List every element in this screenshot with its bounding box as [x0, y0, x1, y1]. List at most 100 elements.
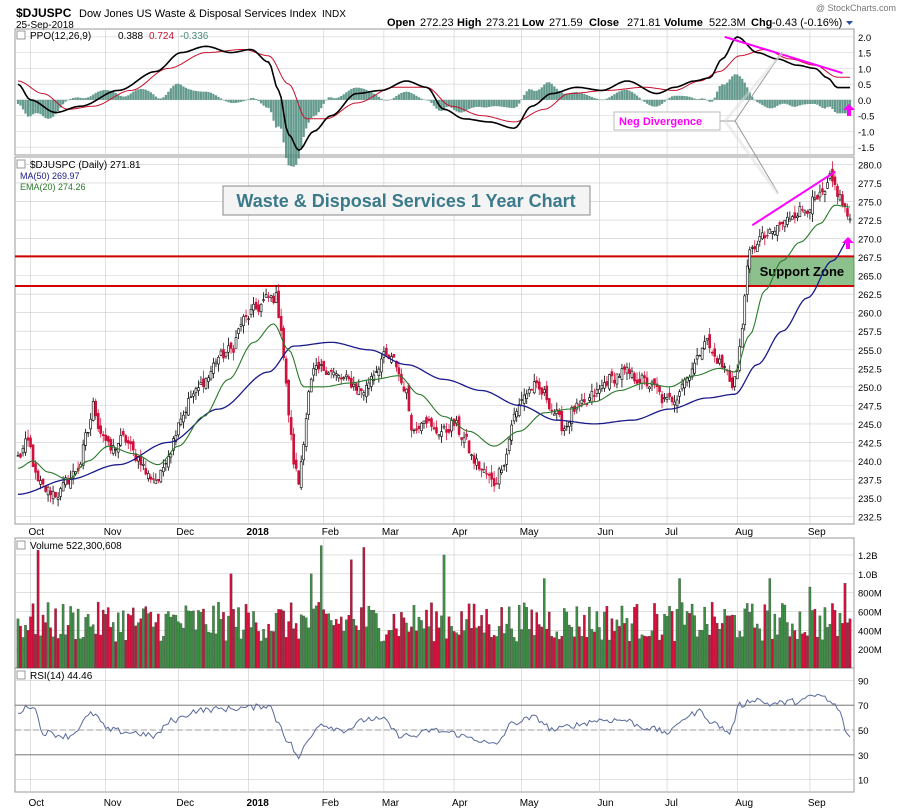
- candle-body: [322, 360, 326, 371]
- candle-body: [96, 412, 100, 429]
- volume-bar: [327, 613, 330, 669]
- ppo-histogram-bar: [533, 90, 536, 100]
- ppo-histogram-bar: [635, 95, 639, 100]
- volume-bar: [214, 633, 218, 669]
- ppo-histogram-bar: [82, 98, 85, 100]
- ppo-histogram-bar: [738, 76, 741, 100]
- volume-bar: [79, 638, 82, 669]
- month-label: May: [520, 798, 539, 809]
- candle-body: [808, 209, 812, 213]
- ppo-histogram-bar: [540, 87, 543, 100]
- volume-bar: [365, 626, 368, 669]
- volume-bar: [157, 613, 160, 669]
- ppo-histogram-bar: [390, 99, 393, 100]
- ppo-histogram-bar: [485, 99, 488, 108]
- candle-body: [618, 376, 621, 378]
- candle-body: [758, 236, 762, 242]
- ppo-histogram-bar: [470, 99, 473, 109]
- volume-bar: [367, 605, 371, 669]
- ppo-histogram-bar: [721, 84, 724, 100]
- support-zone-box: [749, 255, 855, 287]
- ppo-histogram-bar: [663, 99, 666, 102]
- ppo-histogram-bar: [407, 92, 411, 100]
- y-tick-label: 90: [858, 676, 869, 687]
- volume-bar: [723, 608, 726, 669]
- ppo-histogram-bar: [282, 99, 285, 143]
- volume-bar: [289, 602, 293, 669]
- volume-bar: [783, 604, 787, 669]
- rsi-legend-box[interactable]: [16, 670, 26, 680]
- volume-bar: [472, 603, 476, 669]
- candle-body: [660, 394, 664, 404]
- ppo-histogram-bar: [169, 88, 172, 100]
- ppo-histogram-bar: [435, 99, 438, 109]
- volume-bar: [502, 633, 506, 669]
- volume-bar: [229, 573, 233, 669]
- ppo-histogram-bar: [718, 86, 721, 100]
- ppo-histogram-bar: [254, 99, 258, 100]
- ppo-histogram-bar: [410, 92, 413, 100]
- volume-bar: [312, 608, 315, 669]
- ppo-histogram-bar: [658, 99, 661, 106]
- ppo-histogram-bar: [149, 92, 152, 100]
- dropdown-arrow-icon[interactable]: [846, 21, 853, 25]
- candle-body: [31, 444, 35, 468]
- volume-bar: [532, 635, 536, 669]
- volume-bar: [465, 619, 468, 669]
- y-tick-label: 275.0: [858, 197, 882, 208]
- candle-body: [442, 425, 446, 429]
- volume-bar: [292, 628, 295, 669]
- volume-bar: [202, 608, 205, 669]
- volume-bar: [718, 628, 721, 669]
- candle-body: [292, 433, 295, 465]
- candle-body: [733, 376, 737, 387]
- volume-bar: [21, 637, 25, 669]
- ppo-histogram-bar: [593, 97, 596, 100]
- candle-body: [307, 391, 311, 415]
- candle-body: [309, 378, 313, 393]
- candle-body: [583, 399, 586, 403]
- candle-body: [537, 381, 541, 390]
- volume-bar: [314, 605, 318, 669]
- volume-bar: [663, 614, 666, 669]
- volume-bar: [177, 621, 180, 669]
- symbol-label[interactable]: $DJUSPC: [16, 6, 72, 20]
- ppo-histogram-bar: [480, 99, 483, 108]
- ppo-histogram-bar: [803, 99, 807, 105]
- candle-body: [106, 436, 110, 442]
- ppo-histogram-bar: [548, 82, 551, 100]
- candle-body: [477, 461, 481, 470]
- volume-bar: [377, 628, 381, 669]
- volume-bar: [512, 637, 516, 669]
- volume-bar: [237, 607, 240, 669]
- month-label: Dec: [176, 527, 194, 538]
- candle-body: [750, 247, 754, 249]
- volume-bar: [457, 634, 461, 669]
- ppo-legend-box[interactable]: [16, 30, 26, 40]
- ppo-histogram-bar: [575, 92, 578, 100]
- ppo-histogram-bar: [578, 92, 581, 100]
- ppo-histogram-bar: [212, 93, 215, 100]
- candle-body: [214, 361, 218, 365]
- ppo-histogram-bar: [613, 94, 616, 100]
- volume-bar: [625, 618, 629, 669]
- rsi-line: [17, 693, 851, 760]
- support-zone-label: Support Zone: [760, 264, 845, 279]
- ppo-histogram-bar: [650, 99, 654, 107]
- volume-bar: [725, 615, 729, 669]
- volume-bar: [748, 612, 752, 669]
- volume-legend-box[interactable]: [16, 540, 26, 550]
- candle-body: [177, 422, 180, 436]
- price-legend-box[interactable]: [16, 159, 26, 169]
- volume-bar: [407, 631, 411, 669]
- candle-body: [139, 455, 143, 466]
- neg-divergence-annotation: Neg Divergence: [613, 111, 721, 131]
- open-label: Open: [387, 17, 415, 29]
- volume-bar: [61, 604, 65, 669]
- ppo-histogram-bar: [134, 90, 137, 100]
- chg-label: Chg: [751, 17, 772, 29]
- ppo-histogram-bar: [257, 99, 260, 102]
- ppo-hist-value: -0.336: [180, 31, 209, 42]
- ppo-histogram-bar: [392, 97, 396, 100]
- ppo-histogram-bar: [836, 99, 839, 114]
